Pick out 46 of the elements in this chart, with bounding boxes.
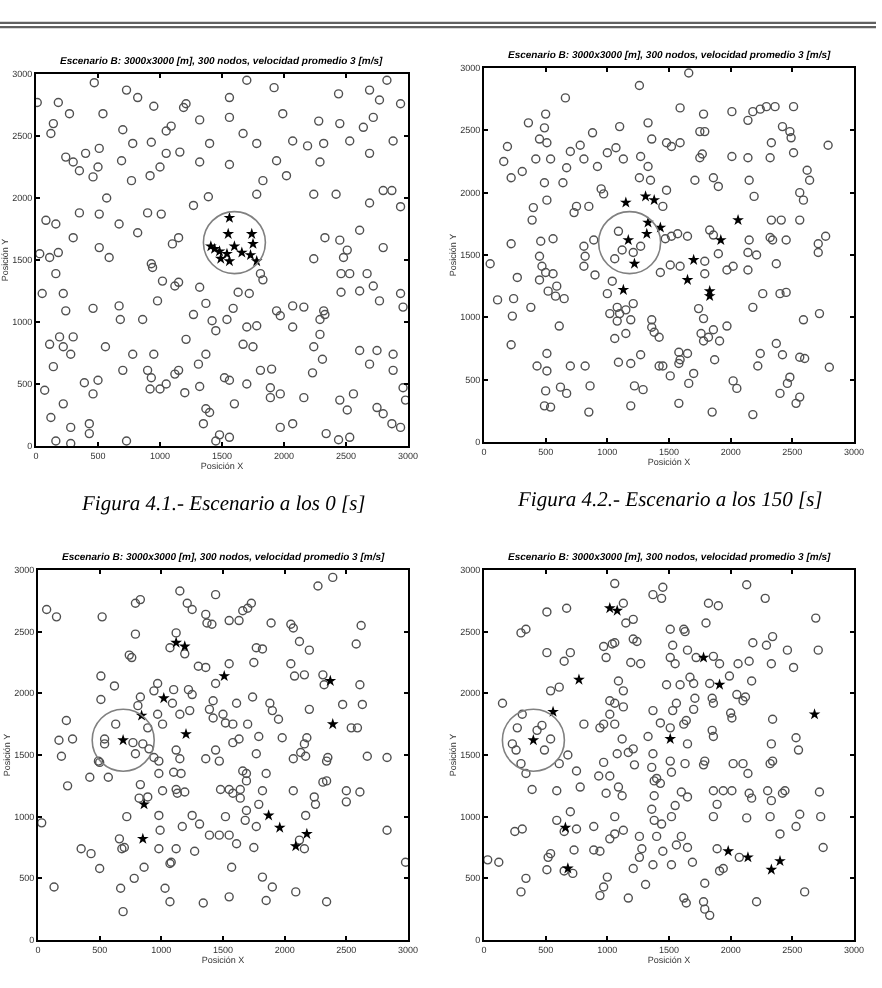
point bbox=[223, 255, 236, 267]
point bbox=[324, 674, 337, 686]
point bbox=[223, 211, 236, 223]
text: Figura 4.1.- Escenario a los 0 [s] bbox=[80, 494, 366, 516]
point bbox=[547, 705, 559, 717]
point bbox=[713, 678, 726, 690]
point bbox=[687, 253, 700, 265]
point bbox=[562, 862, 574, 874]
point bbox=[273, 821, 286, 833]
point bbox=[714, 233, 727, 246]
point bbox=[774, 854, 786, 867]
point bbox=[170, 636, 182, 648]
point bbox=[732, 213, 744, 226]
point bbox=[228, 240, 241, 252]
point bbox=[617, 283, 630, 295]
point bbox=[244, 248, 257, 261]
point bbox=[765, 863, 778, 875]
point bbox=[136, 832, 149, 844]
point bbox=[559, 821, 572, 833]
text: Figura 4.2.- Escenario a los 150 [s] bbox=[516, 490, 823, 512]
point bbox=[222, 227, 235, 239]
point bbox=[628, 257, 641, 269]
point bbox=[247, 237, 259, 249]
point bbox=[742, 851, 754, 863]
point bbox=[138, 798, 150, 810]
point bbox=[722, 845, 735, 857]
point bbox=[664, 732, 677, 744]
point bbox=[611, 604, 624, 616]
point bbox=[289, 840, 302, 852]
point bbox=[648, 193, 661, 206]
point bbox=[180, 727, 192, 740]
point bbox=[235, 246, 248, 258]
point bbox=[639, 190, 652, 202]
point bbox=[245, 227, 258, 239]
point bbox=[218, 669, 231, 682]
point bbox=[157, 692, 170, 704]
point bbox=[808, 708, 821, 720]
point bbox=[573, 673, 585, 685]
point bbox=[640, 227, 653, 239]
point bbox=[603, 602, 616, 614]
point bbox=[697, 651, 710, 663]
point bbox=[262, 809, 275, 821]
point bbox=[681, 273, 694, 285]
point bbox=[326, 718, 339, 730]
point bbox=[622, 233, 635, 246]
point bbox=[301, 827, 313, 839]
